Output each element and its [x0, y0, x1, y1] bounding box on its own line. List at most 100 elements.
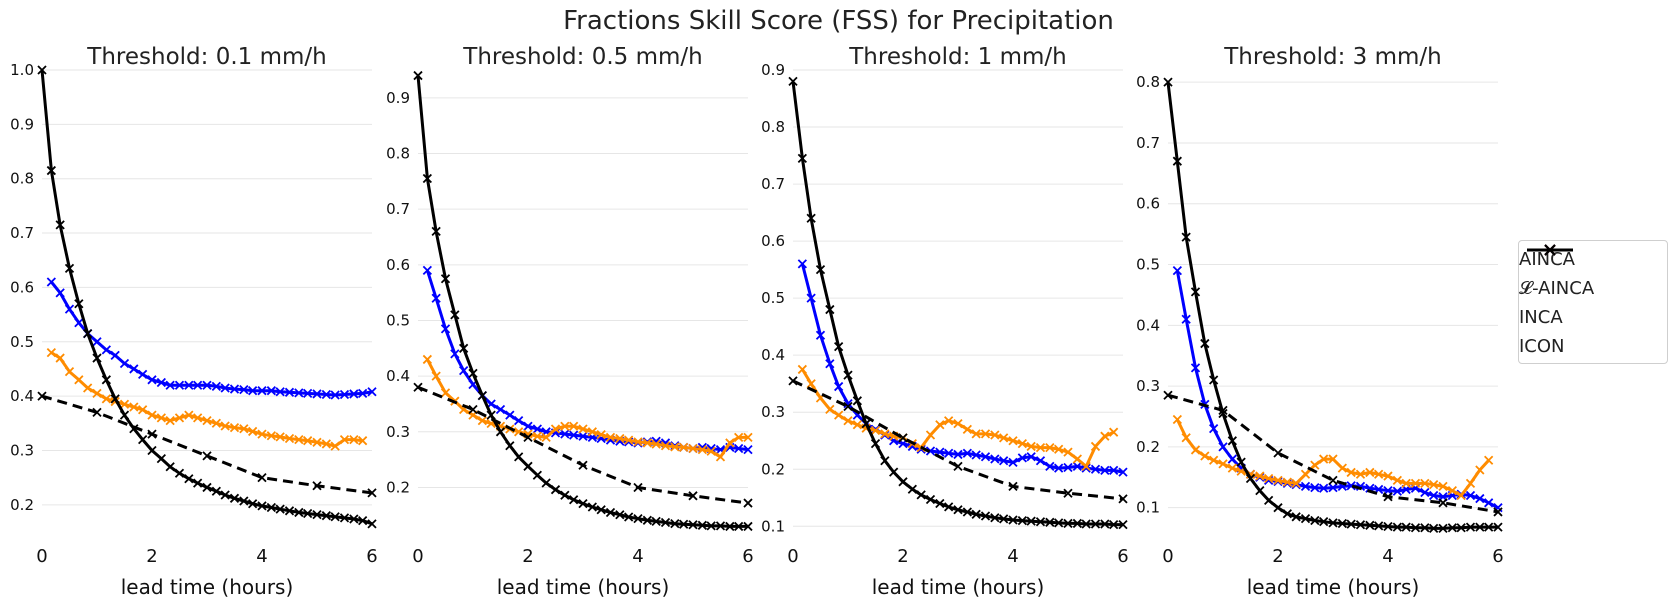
data-point-inca [1319, 517, 1329, 527]
data-point-inca [486, 410, 496, 420]
data-point-ainca [962, 448, 972, 458]
data-point-ainca [339, 389, 350, 400]
data-point-ainca [1181, 314, 1191, 324]
data-point-ainca [147, 375, 157, 385]
data-point-icon [633, 482, 643, 493]
data-point-inca [1475, 522, 1485, 532]
data-point-icon [1493, 507, 1503, 517]
data-point-l-ainca [980, 429, 991, 439]
data-point-inca [64, 263, 75, 274]
x-axis-label: lead time (hours) [497, 575, 670, 599]
data-point-inca [670, 519, 680, 529]
data-point-l-ainca [1045, 442, 1055, 453]
data-point-inca [679, 519, 689, 529]
x-axis-label: lead time (hours) [872, 575, 1045, 599]
data-point-ainca [1090, 464, 1101, 474]
data-point-inca [1017, 515, 1027, 526]
y-tick-label: 0.5 [1136, 256, 1160, 274]
data-point-l-ainca [725, 438, 735, 448]
data-point-l-ainca [1008, 436, 1018, 446]
data-point-inca [1447, 523, 1457, 533]
data-point-l-ainca [1337, 463, 1347, 473]
data-point-l-ainca [1410, 478, 1421, 489]
data-point-inca [1383, 521, 1393, 532]
data-point-inca [880, 456, 890, 466]
data-point-l-ainca [1072, 454, 1082, 464]
data-point-inca [165, 462, 175, 472]
x-tick-label: 4 [1382, 546, 1393, 567]
data-point-inca [624, 512, 634, 522]
data-point-inca [211, 486, 221, 496]
data-point-icon [468, 404, 478, 415]
data-point-ainca [578, 431, 588, 441]
data-point-ainca [1209, 424, 1219, 434]
y-tick-label: 0.3 [1136, 377, 1160, 395]
data-point-l-ainca [1063, 447, 1073, 457]
series-line-icon [417, 385, 749, 505]
data-point-ainca [843, 399, 853, 409]
data-point-ainca [1328, 482, 1338, 493]
data-point-inca [1118, 519, 1128, 530]
data-point-ainca [1100, 465, 1110, 476]
data-point-ainca [990, 454, 1000, 464]
data-point-inca [440, 274, 451, 284]
data-point-l-ainca [202, 415, 212, 426]
y-tick-label: 0.6 [1136, 195, 1160, 213]
data-point-l-ainca [64, 367, 75, 377]
data-point-ainca [266, 386, 276, 396]
data-point-l-ainca [1355, 469, 1366, 479]
data-point-l-ainca [1200, 451, 1210, 461]
data-point-inca [312, 509, 322, 520]
data-point-icon [1438, 498, 1448, 508]
data-point-inca [523, 461, 533, 471]
data-point-inca [1090, 519, 1101, 529]
data-point-inca [852, 396, 862, 406]
data-point-l-ainca [1447, 486, 1457, 496]
data-point-inca [1209, 375, 1219, 385]
data-point-ainca [505, 410, 515, 420]
data-point-ainca [220, 383, 230, 393]
data-point-l-ainca [1374, 469, 1384, 479]
data-point-ainca [92, 337, 102, 347]
data-point-inca [1026, 516, 1036, 526]
data-point-icon [843, 401, 853, 412]
x-tick-label: 0 [412, 546, 423, 567]
data-point-inca [358, 515, 368, 526]
data-point-l-ainca [670, 442, 680, 452]
x-tick-label: 2 [146, 546, 157, 567]
data-point-ainca [330, 390, 340, 400]
legend-label-icon: ICON [1519, 336, 1565, 357]
data-point-inca [1429, 523, 1439, 533]
panel-title: Threshold: 0.5 mm/h [462, 44, 702, 70]
data-point-l-ainca [679, 442, 689, 453]
data-point-l-ainca [1484, 455, 1494, 465]
y-tick-label: 0.4 [761, 346, 785, 364]
data-point-inca [495, 427, 506, 437]
data-point-l-ainca [321, 439, 331, 449]
data-point-ainca [1035, 456, 1046, 466]
figure-title: Fractions Skill Score (FSS) for Precipit… [563, 6, 1114, 36]
data-point-l-ainca [1429, 479, 1439, 490]
data-point-icon [1008, 481, 1018, 492]
data-point-ainca [284, 387, 295, 397]
data-point-inca [431, 226, 441, 237]
data-point-ainca [440, 324, 451, 334]
data-point-l-ainca [101, 394, 111, 404]
y-tick-label: 0.2 [386, 478, 410, 496]
data-point-inca [505, 441, 515, 451]
data-point-l-ainca [220, 421, 230, 431]
data-point-inca [1063, 518, 1073, 529]
data-point-ainca [239, 384, 249, 395]
data-point-l-ainca [1300, 469, 1311, 479]
data-point-ainca [514, 416, 524, 426]
data-point-inca [1172, 156, 1182, 166]
data-point-l-ainca [615, 433, 625, 444]
data-point-l-ainca [229, 423, 240, 433]
data-point-l-ainca [569, 421, 579, 431]
panel-title: Threshold: 3 mm/h [1223, 44, 1442, 70]
data-point-ainca [74, 318, 84, 328]
y-tick-label: 0.4 [10, 387, 34, 405]
y-tick-label: 1.0 [10, 61, 34, 79]
data-point-l-ainca [971, 429, 981, 439]
y-tick-label: 0.7 [761, 175, 785, 193]
